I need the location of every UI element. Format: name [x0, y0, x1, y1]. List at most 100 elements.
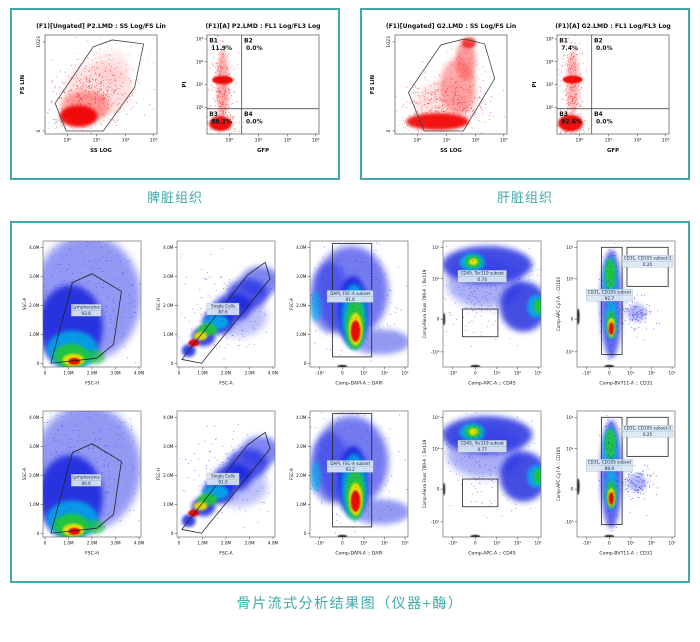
svg-text:10⁵: 10⁵ [535, 371, 542, 376]
svg-text:0: 0 [474, 541, 477, 546]
svg-text:0: 0 [608, 371, 611, 376]
svg-text:10²: 10² [195, 59, 203, 65]
flow-plot-r2-dapi: -10³ 0 10³ 10⁴ 10⁵ 4.0M 3.0M 2.0M 1.0M 0 Comp-DAPI… [285, 405, 414, 569]
svg-text:GFP: GFP [257, 148, 269, 154]
flow-plot-svg: 10⁰ 10¹ 10² 10³ 10³ 10² 10¹ 10⁰ GFP PI (F1)[A] P2.… [176, 18, 335, 164]
svg-text:3.0M: 3.0M [296, 444, 307, 449]
svg-text:FSC-H: FSC-H [156, 298, 161, 310]
svg-text:PI: PI [182, 82, 188, 88]
svg-text:Comp-APC-A :: CD45: Comp-APC-A :: CD45 [469, 551, 516, 557]
svg-text:93.8: 93.8 [82, 311, 92, 316]
svg-text:10⁴: 10⁴ [648, 371, 655, 376]
svg-text:-10³: -10³ [316, 541, 325, 546]
flow-plot-svg: 10⁰ 10¹ 10² 10³ 10³ 10² 10¹ 10⁰ GFP PI (F1)[A] G2.… [526, 18, 685, 164]
svg-text:10⁴: 10⁴ [381, 541, 388, 546]
flow-plot-svg: 0 1.0M 2.0M 3.0M 4.0M 4.0M 3.0M 2.0M 1.0M 0 FSC-A F… [152, 405, 281, 569]
svg-text:SSC-A: SSC-A [22, 468, 27, 480]
svg-text:92.7: 92.7 [604, 296, 614, 301]
svg-text:DAPI, FSC-A subset: DAPI, FSC-A subset [330, 461, 370, 466]
svg-text:0.0%: 0.0% [246, 119, 263, 126]
svg-text:FSC-A: FSC-A [289, 298, 294, 310]
svg-text:10³: 10³ [494, 371, 501, 376]
svg-text:10⁰: 10⁰ [195, 105, 203, 111]
spleen-block: 10⁰ 10¹ 10² 10³ 1023 0 SS LOG FS LIN (F1)[Ungate… [10, 8, 340, 207]
svg-text:4.0M: 4.0M [163, 245, 174, 250]
svg-text:B4: B4 [594, 111, 603, 118]
svg-text:0.0%: 0.0% [596, 45, 613, 52]
liver-block: 10⁰ 10¹ 10² 10³ 1023 0 SS LOG FS LIN (F1)[Ungate… [360, 8, 690, 207]
svg-text:-10³: -10³ [582, 371, 591, 376]
svg-text:0.74: 0.74 [478, 277, 488, 282]
svg-text:93.2: 93.2 [346, 467, 356, 472]
svg-text:10³: 10³ [360, 541, 367, 546]
svg-text:10¹: 10¹ [254, 138, 262, 144]
svg-text:CD31, CD105 subset: CD31, CD105 subset [587, 460, 631, 465]
svg-text:B4: B4 [244, 111, 253, 118]
svg-text:91.0: 91.0 [218, 480, 228, 485]
svg-text:1.0M: 1.0M [163, 502, 174, 507]
flow-plot-svg: 0 1.0M 2.0M 3.0M 4.0M 4.0M 3.0M 2.0M 1.0M 0 FSC-H S… [19, 235, 148, 399]
svg-text:10¹: 10¹ [545, 82, 553, 88]
svg-text:10³: 10³ [311, 138, 319, 144]
svg-text:10⁵: 10⁵ [402, 371, 409, 376]
svg-text:10⁰: 10⁰ [575, 138, 583, 144]
flow-plot-r2-cd31: -10³ 0 10³ 10⁴ 10⁵ 10⁵ 10⁴ 0 -10³ Comp-BV711-A ::… [552, 405, 681, 569]
svg-text:CD31, CD105 subset-1: CD31, CD105 subset-1 [623, 256, 671, 261]
svg-text:10³: 10³ [545, 37, 553, 43]
svg-text:0: 0 [170, 361, 173, 366]
svg-text:4.0M: 4.0M [134, 541, 145, 546]
svg-text:4.0M: 4.0M [296, 245, 307, 250]
svg-text:Comp-Alexa Fluor 700-A :: Ter1: Comp-Alexa Fluor 700-A :: Ter119 [422, 269, 427, 338]
svg-text:10²: 10² [283, 138, 291, 144]
svg-text:2.0M: 2.0M [296, 473, 307, 478]
svg-text:FSC-A: FSC-A [219, 381, 233, 387]
flow-grid-row-1: 0 1.0M 2.0M 3.0M 4.0M 4.0M 3.0M 2.0M 1.0M 0 FSC-H S… [14, 235, 686, 399]
svg-text:-10³: -10³ [449, 541, 458, 546]
svg-text:0.20: 0.20 [643, 262, 653, 267]
svg-text:4.0M: 4.0M [296, 415, 307, 420]
svg-text:4.0M: 4.0M [268, 371, 279, 376]
svg-text:3.0M: 3.0M [111, 541, 122, 546]
svg-text:0: 0 [44, 541, 47, 546]
svg-text:10¹: 10¹ [93, 138, 101, 144]
spleen-quadrant-plot: 10⁰ 10¹ 10² 10³ 10³ 10² 10¹ 10⁰ GFP PI (F1)[A] P2.… [176, 18, 335, 164]
svg-text:Comp-APC-Cy7-A :: CD105: Comp-APC-Cy7-A :: CD105 [556, 277, 561, 332]
svg-text:FS LIN: FS LIN [370, 74, 376, 94]
svg-text:10⁰: 10⁰ [225, 138, 233, 144]
svg-text:88.9: 88.9 [604, 466, 614, 471]
svg-text:B3: B3 [209, 111, 218, 118]
svg-text:CD31, CD105 subset-1: CD31, CD105 subset-1 [623, 426, 671, 431]
svg-text:2.0M: 2.0M [29, 303, 40, 308]
svg-text:B3: B3 [559, 111, 568, 118]
flow-plot-svg: 10⁰ 10¹ 10² 10³ 1023 0 SS LOG FS LIN (F1)[Ungate… [365, 18, 524, 164]
svg-text:10²: 10² [633, 138, 641, 144]
flow-plot-r1-dapi: -10³ 0 10³ 10⁴ 10⁵ 4.0M 3.0M 2.0M 1.0M 0 Comp-DAPI… [285, 235, 414, 399]
svg-text:10⁴: 10⁴ [381, 371, 388, 376]
svg-text:FS LIN: FS LIN [20, 74, 26, 94]
svg-text:Comp-BV711-A :: CD31: Comp-BV711-A :: CD31 [599, 381, 652, 387]
svg-text:1.0M: 1.0M [296, 332, 307, 337]
flow-plot-r2-single-cells: 0 1.0M 2.0M 3.0M 4.0M 4.0M 3.0M 2.0M 1.0M 0 FSC-A F… [152, 405, 281, 569]
svg-text:0.25: 0.25 [643, 432, 653, 437]
svg-text:Single Cells: Single Cells [211, 473, 235, 478]
svg-text:CD45, Ter119 subset: CD45, Ter119 subset [461, 441, 505, 446]
svg-text:0.0%: 0.0% [596, 119, 613, 126]
svg-text:CD31, CD105 subset: CD31, CD105 subset [587, 290, 631, 295]
svg-text:-10³: -10³ [431, 349, 440, 354]
svg-text:Comp-Alexa Fluor 700-A :: Ter1: Comp-Alexa Fluor 700-A :: Ter119 [422, 439, 427, 508]
svg-text:0: 0 [44, 371, 47, 376]
svg-text:FSC-H: FSC-H [156, 468, 161, 480]
svg-text:92.6%: 92.6% [561, 119, 582, 126]
svg-text:1023: 1023 [36, 36, 42, 48]
svg-text:(F1)[Ungated] G2.LMD : SS Log/: (F1)[Ungated] G2.LMD : SS Log/FS Lin [386, 23, 516, 30]
svg-text:0: 0 [177, 371, 180, 376]
svg-text:10³: 10³ [627, 371, 634, 376]
svg-text:0: 0 [341, 541, 344, 546]
svg-text:SSC-A: SSC-A [22, 298, 27, 310]
svg-text:0: 0 [386, 129, 392, 132]
svg-text:3.0M: 3.0M [244, 541, 255, 546]
svg-text:(F1)[A] G2.LMD : FL1 Log/FL3 L: (F1)[A] G2.LMD : FL1 Log/FL3 Log [555, 23, 671, 30]
svg-text:SS LOG: SS LOG [441, 148, 463, 154]
